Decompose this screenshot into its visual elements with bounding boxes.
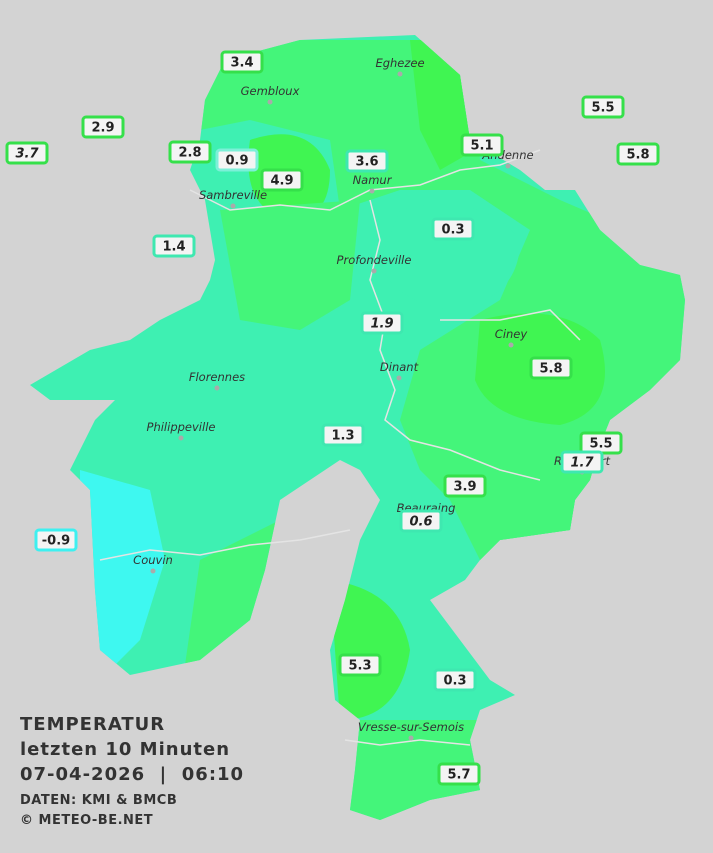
city-name: Couvin — [133, 553, 173, 567]
station-value: 3.4 — [230, 56, 253, 71]
station-box — [431, 217, 475, 241]
station-box — [399, 509, 443, 533]
station: 1.4 — [152, 234, 196, 258]
station-value: 3.6 — [355, 155, 378, 170]
station-value: 5.8 — [626, 148, 649, 163]
station-box — [338, 653, 382, 677]
station-box — [321, 423, 365, 447]
station-box — [460, 133, 504, 157]
station: 5.1 — [460, 133, 504, 157]
station-box — [616, 142, 660, 166]
city-dot — [396, 375, 402, 381]
city-dot — [178, 435, 184, 441]
city-dot — [508, 342, 514, 348]
city-name: Dinant — [380, 360, 419, 374]
station-value: 0.6 — [409, 515, 432, 530]
station-box — [215, 148, 259, 172]
city-name: Florennes — [189, 370, 245, 384]
city-name: Gembloux — [241, 84, 300, 98]
city-name: Sambreville — [199, 188, 267, 202]
city-name: Namur — [353, 173, 393, 187]
station-box — [220, 50, 264, 74]
station-value: 3.7 — [15, 147, 39, 162]
station: 3.6 — [345, 149, 389, 173]
station-box — [260, 168, 304, 192]
station: 2.9 — [81, 115, 125, 139]
station: 0.9 — [215, 148, 259, 172]
station-box — [168, 140, 212, 164]
station-box — [529, 356, 573, 380]
station: 1.3 — [321, 423, 365, 447]
station-value: 1.7 — [570, 456, 594, 471]
station: 2.8 — [168, 140, 212, 164]
station-box — [581, 95, 625, 119]
station-value: 5.1 — [470, 139, 493, 154]
station-box — [433, 668, 477, 692]
station: 0.3 — [433, 668, 477, 692]
station-value: 4.9 — [270, 174, 293, 189]
station: 0.3 — [431, 217, 475, 241]
city-dot — [369, 188, 375, 194]
city-name: Philippeville — [147, 420, 216, 434]
station-value: 3.9 — [453, 480, 476, 495]
station: 5.5 — [579, 431, 623, 455]
station-value: 0.9 — [225, 154, 248, 169]
station-box — [34, 528, 78, 552]
city-name: Eghezee — [375, 56, 424, 70]
city-name: Ciney — [495, 327, 528, 341]
city-dot — [267, 99, 273, 105]
station-box — [81, 115, 125, 139]
city-name: Vresse-sur-Semois — [358, 720, 464, 734]
station-value: 1.4 — [162, 240, 185, 255]
station-value: 5.8 — [539, 362, 562, 377]
station-box — [560, 450, 604, 474]
station-value: 1.9 — [370, 317, 393, 332]
subtitle: letzten 10 Minuten — [20, 739, 230, 760]
station: 3.7 — [5, 141, 49, 165]
station-value: 1.3 — [331, 429, 354, 444]
station-value: 5.5 — [591, 101, 614, 116]
city-name: Profondeville — [337, 253, 412, 267]
city-dot — [408, 735, 414, 741]
station: 5.7 — [437, 762, 481, 786]
title: TEMPERATUR — [20, 714, 165, 735]
station: 5.8 — [616, 142, 660, 166]
city-dot — [397, 71, 403, 77]
station: 5.5 — [581, 95, 625, 119]
station: 5.8 — [529, 356, 573, 380]
station-box — [443, 474, 487, 498]
city-dot — [214, 385, 220, 391]
station: 5.3 — [338, 653, 382, 677]
station-value: 5.5 — [589, 437, 612, 452]
station: -0.9 — [34, 528, 78, 552]
station: 4.9 — [260, 168, 304, 192]
station-value: 5.3 — [348, 659, 371, 674]
station: 3.9 — [443, 474, 487, 498]
source: DATEN: KMI & BMCB — [20, 793, 177, 808]
station-box — [437, 762, 481, 786]
copyright: © METEO-BE.NET — [20, 813, 153, 828]
station-value: -0.9 — [42, 534, 70, 549]
station: 0.6 — [399, 509, 443, 533]
station-value: 2.9 — [91, 121, 114, 136]
station: 1.7 — [560, 450, 604, 474]
station-box — [360, 311, 404, 335]
station-box — [345, 149, 389, 173]
station-value: 2.8 — [178, 146, 201, 161]
timestamp: 07-04-2026 | 06:10 — [20, 764, 244, 785]
station-box — [152, 234, 196, 258]
station-value: 5.7 — [447, 768, 470, 783]
city-dot — [230, 203, 236, 209]
station-value: 0.3 — [441, 223, 464, 238]
station-value: 0.3 — [443, 674, 466, 689]
station: 1.9 — [360, 311, 404, 335]
city-dot — [150, 568, 156, 574]
city-dot — [505, 163, 511, 169]
station: 3.4 — [220, 50, 264, 74]
city-dot — [371, 268, 377, 274]
station-box — [5, 141, 49, 165]
